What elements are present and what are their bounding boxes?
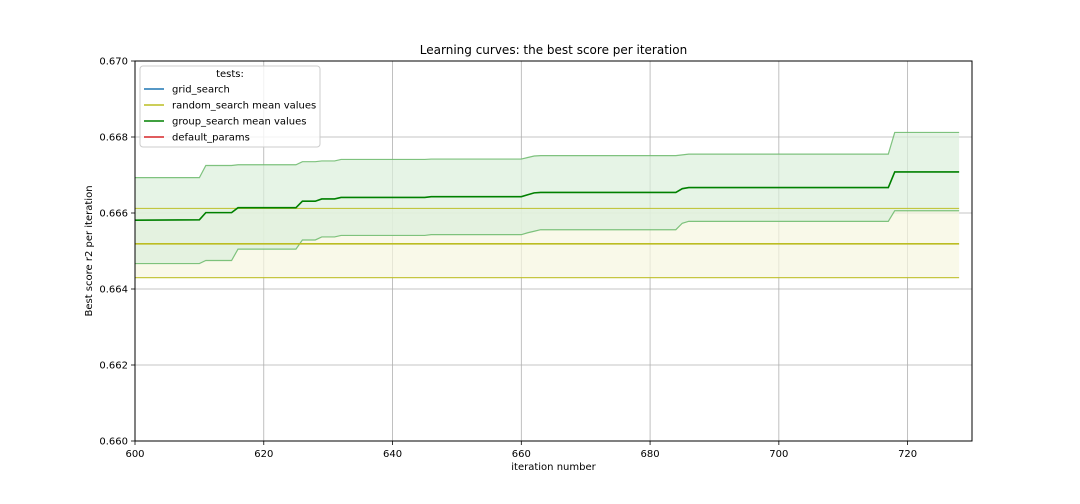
y-tick-label: 0.670 bbox=[99, 57, 128, 68]
x-tick-label: 600 bbox=[125, 449, 144, 460]
legend-entries: grid_search random_search mean values grou… bbox=[144, 85, 316, 144]
x-tick-label: 640 bbox=[383, 449, 402, 460]
legend-title: tests: bbox=[216, 69, 244, 80]
legend-box bbox=[139, 65, 321, 148]
x-tick-label: 680 bbox=[641, 449, 660, 460]
y-tick-label: 0.668 bbox=[99, 133, 128, 144]
y-tick-label: 0.662 bbox=[99, 361, 128, 372]
legend-entry-label: grid_search bbox=[172, 85, 230, 96]
chart-title: Learning curves: the best score per iter… bbox=[420, 43, 687, 57]
x-axis-label: iteration number bbox=[511, 462, 596, 473]
legend-entry-label: default_params bbox=[172, 133, 250, 144]
legend-entry-label: group_search mean values bbox=[172, 117, 307, 128]
x-tick-label: 700 bbox=[769, 449, 788, 460]
y-axis-label: Best score r2 per iteration bbox=[84, 185, 95, 316]
y-tick-label: 0.660 bbox=[99, 437, 128, 448]
legend: tests: grid_search random_search mean val… bbox=[139, 65, 321, 148]
confidence-band bbox=[135, 132, 960, 264]
x-tick-label: 620 bbox=[254, 449, 273, 460]
y-tick-label: 0.666 bbox=[99, 209, 128, 220]
band-upper-line bbox=[135, 131, 960, 179]
band-lower-line bbox=[135, 210, 960, 265]
legend-entry-label: random_search mean values bbox=[172, 101, 316, 112]
plot-frame bbox=[134, 60, 973, 442]
x-tick-label: 660 bbox=[512, 449, 531, 460]
series-mean-line bbox=[134, 171, 960, 222]
x-tick-label: 720 bbox=[898, 449, 917, 460]
series-lines bbox=[134, 131, 960, 279]
y-tick-label: 0.664 bbox=[99, 285, 128, 296]
axis-ticks: 600 620 640 660 680 700 720 0.660 0.662 0.664 0.66… bbox=[99, 57, 917, 461]
